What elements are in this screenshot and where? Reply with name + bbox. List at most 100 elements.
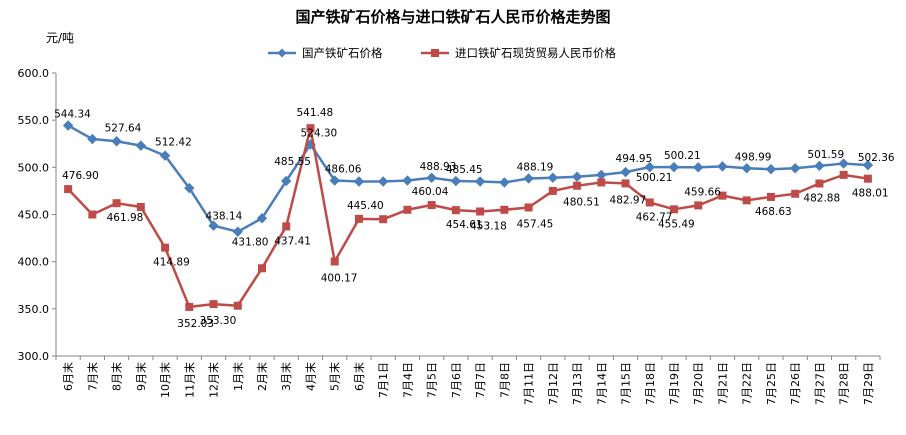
data-label: 500.21 — [664, 150, 701, 162]
data-point-diamond — [256, 213, 268, 224]
data-point-square — [573, 181, 582, 190]
x-tick-label: 7月22日 — [741, 362, 754, 405]
data-point-square — [136, 202, 145, 211]
data-point-square — [282, 222, 291, 231]
data-label: 485.55 — [274, 156, 311, 168]
data-label: 502.36 — [858, 152, 895, 164]
data-point-square — [427, 201, 436, 210]
data-point-diamond — [596, 169, 607, 181]
data-label: 453.18 — [470, 221, 507, 233]
chart-title: 国产铁矿石价格与进口铁矿石人民币价格走势图 — [295, 8, 610, 26]
x-tick-label: 9月末 — [134, 362, 148, 391]
y-tick-label: 350.0 — [18, 303, 50, 316]
data-label: 459.66 — [684, 186, 721, 198]
legend-marker-square — [431, 49, 439, 57]
data-point-square — [185, 302, 194, 311]
data-label: 414.89 — [153, 257, 190, 269]
x-tick-label: 7月12日 — [547, 362, 560, 405]
y-tick-label: 600.0 — [18, 67, 50, 80]
x-tick-label: 7月5日 — [426, 362, 439, 398]
data-labels-layer: 544.34 527.64 512.42 438.14 431.80 485.55 524.… — [54, 107, 895, 330]
data-point-square — [354, 214, 363, 223]
series-line-1 — [67, 126, 869, 309]
data-point-square — [863, 174, 872, 183]
legend-marker-diamond — [277, 48, 287, 58]
data-label: 527.64 — [105, 122, 142, 134]
x-tick-label: 7月14日 — [595, 362, 608, 405]
data-label: 438.14 — [206, 211, 243, 223]
x-tick-label: 7月26日 — [789, 362, 802, 405]
x-tick-label: 7月21日 — [716, 362, 729, 405]
data-point-square — [88, 210, 97, 219]
data-point-diamond — [474, 176, 486, 187]
data-label: 482.97 — [610, 194, 647, 206]
data-point-diamond — [159, 150, 171, 161]
x-tick-label: 6月末 — [352, 362, 366, 391]
x-tick-label: 7月11日 — [523, 362, 536, 405]
y-tick-label: 300.0 — [18, 350, 50, 363]
data-point-diamond — [402, 175, 413, 186]
y-tick-label: 400.0 — [18, 256, 50, 269]
data-label: 524.30 — [300, 127, 337, 139]
data-point-diamond — [87, 133, 98, 145]
x-tick-label: 7月15日 — [620, 362, 633, 405]
data-label: 485.45 — [446, 164, 483, 176]
data-point-square — [500, 205, 509, 214]
data-point-square — [161, 243, 170, 252]
data-point-diamond — [644, 161, 655, 173]
data-point-diamond — [765, 164, 777, 175]
data-point-diamond — [281, 175, 292, 187]
data-point-diamond — [62, 120, 74, 131]
data-label: 544.34 — [54, 109, 91, 121]
data-point-diamond — [111, 136, 122, 147]
data-point-diamond — [547, 172, 559, 183]
data-point-square — [815, 179, 824, 188]
data-label: 476.90 — [62, 170, 99, 182]
x-tick-label: 5月末 — [328, 362, 342, 391]
y-tick-label: 500.0 — [18, 161, 50, 174]
data-label: 488.19 — [517, 161, 554, 173]
data-point-square — [451, 206, 460, 215]
x-tick-label: 7月29日 — [862, 362, 875, 405]
data-label: 488.01 — [852, 188, 889, 200]
data-point-diamond — [693, 162, 704, 173]
x-tick-label: 4月末 — [303, 362, 317, 391]
x-tick-label: 7月27日 — [813, 362, 826, 405]
data-label: 501.59 — [807, 149, 844, 161]
data-label: 512.42 — [155, 137, 192, 149]
data-point-square — [379, 215, 388, 224]
x-tick-label: 7月1日 — [377, 362, 390, 398]
data-label: 494.95 — [616, 153, 653, 165]
legend-label-domestic: 国产铁矿石价格 — [302, 46, 383, 60]
data-point-diamond — [232, 226, 243, 237]
x-tick-label: 7月28日 — [838, 362, 851, 405]
x-tick-label: 7月25日 — [765, 362, 778, 405]
data-label: 462.77 — [636, 211, 673, 223]
x-tick-label: 10月末 — [158, 362, 172, 398]
data-label: 488.93 — [420, 161, 457, 173]
data-point-square — [621, 179, 630, 188]
x-tick-label: 8月末 — [110, 362, 124, 391]
x-tick-label: 1月末 — [231, 362, 245, 391]
x-tick-label: 7月末 — [85, 362, 99, 391]
data-point-diamond — [571, 171, 583, 182]
legend: 国产铁矿石价格 进口铁矿石现货贸易人民币价格 — [268, 46, 616, 60]
x-tick-label: 7月7日 — [474, 362, 487, 398]
x-tick-label: 7月18日 — [644, 362, 657, 405]
data-label: 445.40 — [347, 200, 384, 212]
data-label: 480.51 — [563, 197, 600, 209]
data-label: 455.49 — [658, 218, 695, 230]
x-tick-label: 2月末 — [255, 362, 269, 391]
data-point-diamond — [329, 175, 340, 186]
data-point-square — [597, 178, 606, 187]
x-tick-label: 7月4日 — [401, 362, 414, 398]
data-label: 486.06 — [325, 163, 362, 175]
x-tick-label: 7月8日 — [498, 362, 511, 398]
data-point-diamond — [184, 182, 195, 194]
data-point-square — [403, 205, 412, 214]
data-label: 468.63 — [755, 206, 792, 218]
data-point-diamond — [668, 161, 680, 173]
data-label: 541.48 — [296, 107, 333, 119]
data-point-square — [306, 124, 315, 133]
